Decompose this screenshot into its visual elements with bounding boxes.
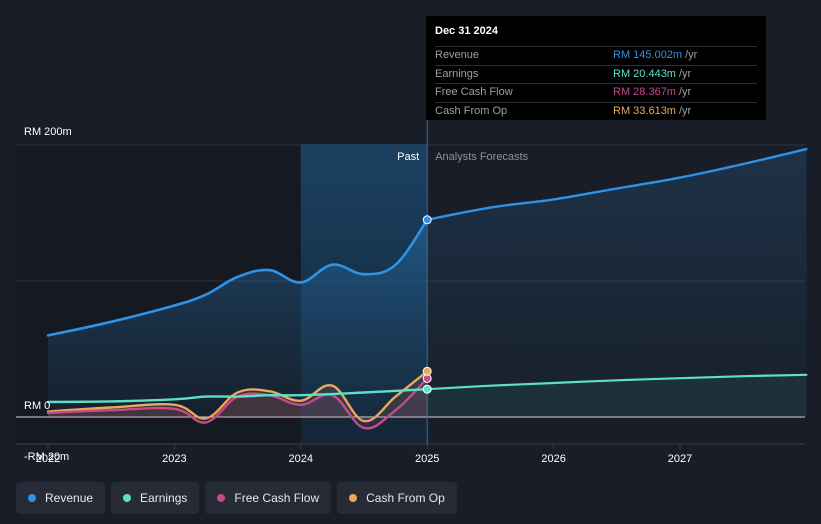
tooltip-value: RM 145.002m <box>613 49 683 61</box>
legend-dot-icon <box>217 494 226 502</box>
tooltip-label: Free Cash Flow <box>435 86 513 98</box>
tooltip-unit: /yr <box>678 86 692 98</box>
tooltip-row-earnings: Earnings RM 20.443m /yr <box>435 64 757 84</box>
tooltip-unit: /yr <box>678 67 692 80</box>
y-tick-label: RM 0 <box>24 400 50 412</box>
tooltip-unit: /yr <box>685 49 698 61</box>
legend-dot-icon <box>28 494 36 502</box>
tooltip-date: Dec 31 2024 <box>435 25 498 37</box>
free-cash-flow-area-past <box>48 378 428 429</box>
tooltip-value: RM 20.443m <box>613 67 676 80</box>
x-tick-label: 2026 <box>541 453 565 465</box>
tooltip-value: RM 28.367m <box>613 86 676 98</box>
revenue-line-forecast <box>426 147 808 221</box>
tooltip-label: Earnings <box>435 67 479 80</box>
earnings-line-past <box>46 388 429 404</box>
legend-item-free-cash-flow[interactable]: Free Cash Flow <box>205 482 332 514</box>
revenue-marker <box>422 215 432 225</box>
legend-label: Revenue <box>45 491 94 505</box>
legend-item-cash-from-op[interactable]: Cash From Op <box>337 482 457 514</box>
legend-label: Earnings <box>140 491 188 505</box>
tooltip: Dec 31 2024 Revenue RM 145.002m /yr Earn… <box>426 16 766 120</box>
legend: Revenue Earnings Free Cash Flow Cash Fro… <box>16 482 457 514</box>
revenue-area-forecast <box>427 149 807 417</box>
earnings-marker <box>422 384 432 394</box>
earnings-line-forecast <box>426 373 808 391</box>
legend-item-revenue[interactable]: Revenue <box>16 482 106 514</box>
forecast-label: Analysts Forecasts <box>435 151 528 163</box>
legend-dot-icon <box>349 494 358 502</box>
tooltip-label: Revenue <box>435 49 480 61</box>
tooltip-row-free-cash-flow: Free Cash Flow RM 28.367m /yr <box>435 83 757 102</box>
tooltip-unit: /yr <box>678 104 692 117</box>
x-tick-label: 2022 <box>36 453 60 465</box>
x-tick-label: 2025 <box>415 453 439 465</box>
x-tick-label: 2027 <box>668 453 692 465</box>
tooltip-row-cash-from-op: Cash From Op RM 33.613m /yr <box>435 101 757 121</box>
legend-label: Free Cash Flow <box>234 491 320 505</box>
x-tick-label: 2023 <box>162 453 186 465</box>
x-tick-label: 2024 <box>289 453 313 465</box>
past-label: Past <box>397 151 419 163</box>
tooltip-value: RM 33.613m <box>613 104 676 117</box>
legend-item-earnings[interactable]: Earnings <box>111 482 200 514</box>
y-tick-label: -RM 20m <box>24 451 69 463</box>
tooltip-label: Cash From Op <box>435 104 508 117</box>
cash-from-op-line-past <box>46 370 429 423</box>
revenue-line-past <box>46 218 429 337</box>
legend-label: Cash From Op <box>366 491 445 505</box>
revenue-area-past <box>48 219 428 417</box>
y-tick-label: RM 200m <box>24 126 72 138</box>
legend-dot-icon <box>123 494 132 502</box>
cash-from-op-marker <box>422 366 432 376</box>
tooltip-row-revenue: Revenue RM 145.002m /yr <box>435 46 757 65</box>
